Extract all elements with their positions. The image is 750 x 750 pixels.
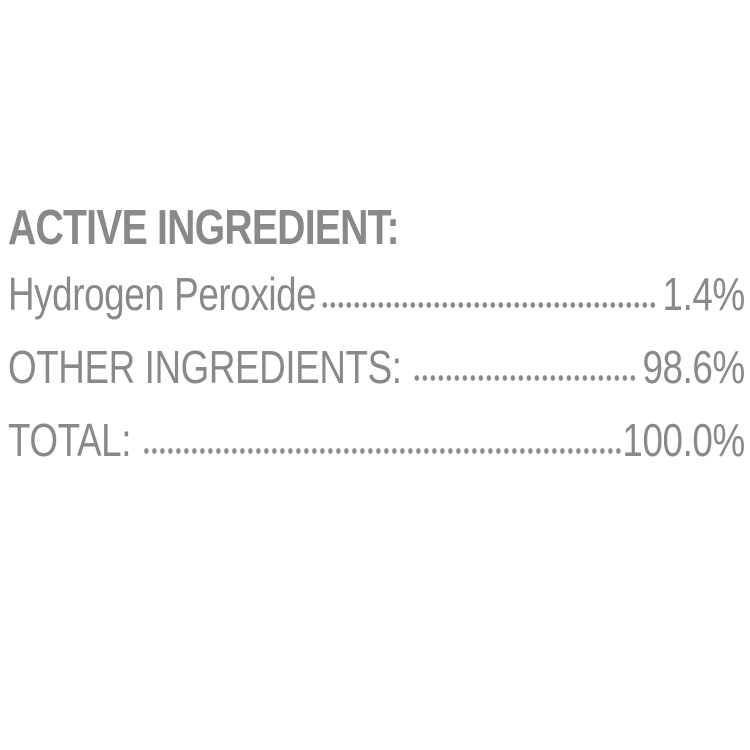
active-ingredient-heading: ACTIVE INGREDIENT: [8, 201, 400, 255]
ingredients-panel: ACTIVE INGREDIENT: Hydrogen Peroxide 1.4… [8, 198, 745, 477]
ingredient-percentage: 100.0% [622, 414, 745, 466]
ingredient-row-hydrogen-peroxide: Hydrogen Peroxide 1.4% [8, 258, 745, 331]
ingredient-label: Hydrogen Peroxide [8, 268, 317, 320]
ingredient-row-other: OTHER INGREDIENTS: 98.6% [8, 331, 745, 404]
ingredient-percentage: 1.4% [662, 268, 746, 320]
ingredient-label: TOTAL: [8, 414, 132, 466]
dot-leader [321, 301, 658, 309]
dot-leader [412, 374, 638, 382]
ingredient-label: OTHER INGREDIENTS: [8, 341, 402, 393]
ingredient-percentage: 98.6% [642, 341, 745, 393]
dot-leader [142, 447, 621, 455]
ingredient-row-total: TOTAL: 100.0% [8, 404, 745, 477]
